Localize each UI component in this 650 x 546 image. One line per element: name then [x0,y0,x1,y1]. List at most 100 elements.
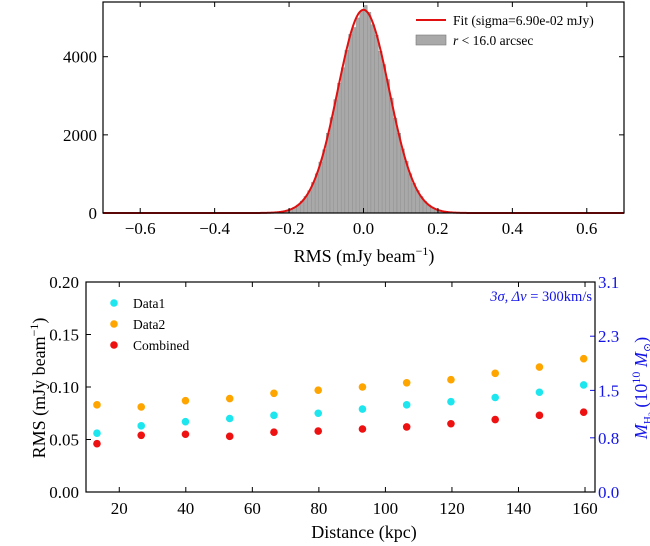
histogram-y-tick-label: 4000 [63,48,97,67]
histogram-x-tick-label: −0.2 [274,219,305,238]
scatter-x-tick-label: 120 [439,499,465,518]
scatter-point-combined [447,419,455,428]
scatter-point-data2 [93,401,101,409]
histogram-frame [102,1,625,214]
scatter-y-tick-label: 0.05 [49,431,79,450]
scatter-y-axis-title: RMS (mJy beam−1) [27,318,50,459]
histogram-bar [340,67,346,214]
histogram-bar [370,24,375,214]
legend-marker-combined [110,341,118,349]
histogram-bar [374,34,379,214]
scatter-point-data2 [447,375,455,384]
scatter-x-tick-label: 60 [244,499,261,518]
legend-label-data2: Data2 [133,317,165,332]
scatter-point-data1 [181,417,190,426]
scatter-point-data2 [225,394,234,403]
histogram-legend: Fit (sigma=6.90e-02 mJy) r < 16.0 arcsec [415,13,594,48]
histogram-ticks: −0.6 −0.4 −0.2 0.0 0.2 0.4 0.6 0 2000 4000 [63,2,624,238]
legend-label-combined: Combined [133,338,189,353]
scatter-point-data2 [358,383,367,391]
legend-fit-label: Fit (sigma=6.90e-02 mJy) [453,13,594,28]
scatter-point-data2 [137,403,146,411]
scatter-y-tick-label: 0.15 [49,326,79,345]
scatter-point-data2 [579,354,588,363]
scatter-point-combined [225,432,234,441]
scatter-point-data2 [314,386,323,394]
legend-histogram-swatch [415,34,447,46]
scatter-point-combined [137,431,146,440]
scatter-point-data1 [137,422,146,430]
scatter-point-combined [270,428,278,436]
scatter-point-data1 [93,429,101,438]
scatter-point-data2 [535,363,544,371]
scatter-point-combined [402,423,411,431]
scatter-point-data2 [491,369,500,378]
scatter-y2-tick-label: 2.3 [598,327,619,346]
histogram-x-tick-label: 0.2 [427,219,448,238]
scatter-point-combined [491,415,500,424]
scatter-x-axis-title: Distance (kpc) [311,522,416,543]
scatter-y-tick-label: 0.10 [49,378,79,397]
legend-histogram-label: r < 16.0 arcsec [453,33,533,48]
scatter-y2-tick-label: 3.1 [598,273,619,292]
scatter-y-tick-label: 0.00 [49,483,79,502]
scatter-point-combined [181,430,190,439]
legend-label-data1: Data1 [133,296,165,311]
scatter-x-tick-label: 160 [572,499,598,518]
histogram-bar [344,49,349,214]
scatter-points [93,354,588,448]
histogram-bar [378,51,383,214]
histogram-bar [326,133,331,214]
scatter-x-tick-label: 140 [506,499,532,518]
scatter-point-data2 [270,389,278,398]
scatter-point-combined [93,439,101,448]
scatter-point-data2 [181,396,190,405]
histogram-panel: −0.6 −0.4 −0.2 0.0 0.2 0.4 0.6 0 2000 4000 Fit (s… [63,1,625,267]
scatter-point-data2 [402,379,411,387]
scatter-x-tick-label: 40 [177,499,194,518]
scatter-point-data1 [270,411,278,420]
histogram-bar [385,79,390,214]
scatter-y2-tick-label: 0.8 [598,429,619,448]
histogram-bar [355,17,360,214]
scatter-legend: Data1 Data2 Combined [110,296,189,353]
histogram-x-tick-label: 0.0 [353,219,374,238]
histogram-y-tick-label: 2000 [63,126,97,145]
scatter-point-data1 [491,393,500,402]
histogram-bar [396,132,401,214]
histogram-bar [322,149,327,214]
scatter-point-data1 [579,381,588,389]
histogram-x-tick-label: 0.6 [576,219,597,238]
histogram-bar [393,117,398,214]
scatter-point-combined [535,411,544,420]
scatter-annotation: 3σ, Δv = 300km/s [489,289,592,305]
histogram-x-tick-label: −0.6 [125,219,156,238]
histogram-x-tick-label: −0.4 [199,219,230,238]
histogram-bar [367,12,372,214]
histogram-bar [400,148,405,214]
histogram-bar [348,34,353,214]
histogram-bar [337,82,342,214]
histogram-bar [329,117,334,214]
histogram-bars [251,5,476,214]
scatter-y2-tick-label: 1.5 [598,381,619,400]
scatter-point-data1 [225,414,234,423]
scatter-y-tick-label: 0.20 [49,273,79,292]
scatter-panel: 20 40 60 80 100 120 140 160 0.00 0.05 0.10 0.15 0.20… [27,273,650,543]
scatter-y2-axis-title: MH2 (1010 M⊙) [629,337,650,440]
scatter-point-data1 [535,388,544,397]
histogram-y-tick-label: 0 [89,204,98,223]
scatter-point-data1 [314,409,323,418]
histogram-x-tick-label: 0.4 [502,219,524,238]
histogram-bar [363,5,368,214]
histogram-bar [333,99,338,214]
scatter-point-data1 [447,397,455,406]
histogram-bar [389,97,394,214]
scatter-point-data1 [402,401,411,409]
scatter-point-combined [314,427,323,435]
scatter-y2-tick-label: 0.0 [598,483,619,502]
histogram-bar [352,27,357,214]
scatter-point-combined [358,425,367,433]
scatter-x-tick-label: 80 [310,499,327,518]
